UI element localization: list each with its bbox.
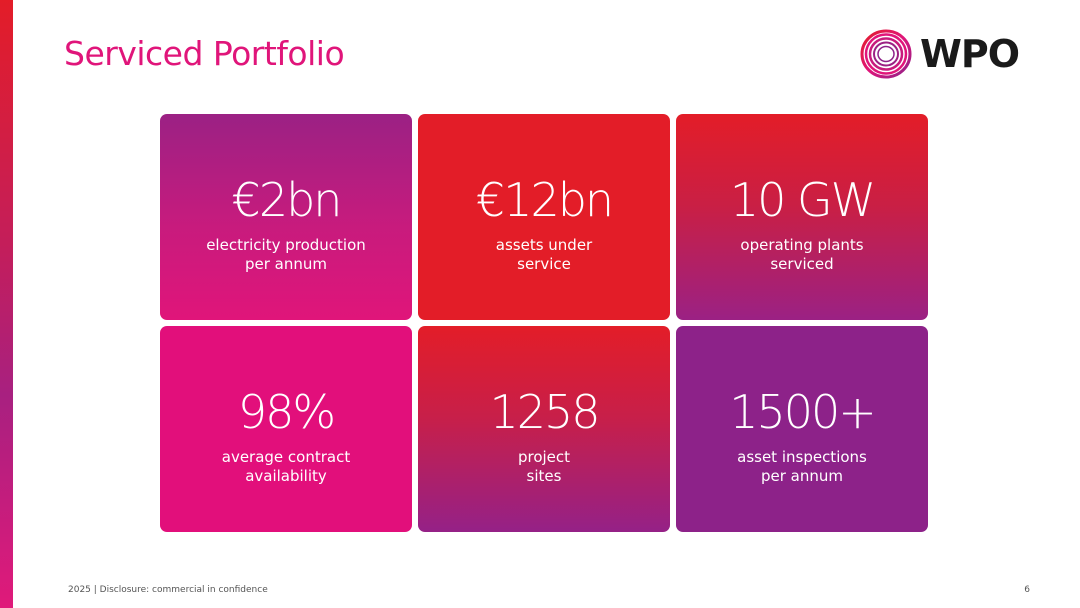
stat-description: operating plants serviced bbox=[676, 236, 928, 274]
stat-desc-line2: per annum bbox=[244, 255, 327, 273]
stat-tile-electricity: €2bn electricity production per annum bbox=[160, 114, 412, 320]
stats-grid: €2bn electricity production per annum €1… bbox=[160, 114, 928, 532]
wpo-ring-icon bbox=[860, 29, 912, 79]
stat-desc-line1: operating plants bbox=[740, 236, 864, 254]
stat-tile-plants: 10 GW operating plants serviced bbox=[676, 114, 928, 320]
stat-desc-line1: project bbox=[517, 448, 571, 466]
stat-desc-line2: service bbox=[517, 255, 571, 273]
stat-description: electricity production per annum bbox=[160, 236, 412, 274]
left-accent-bar bbox=[0, 0, 13, 608]
stat-tile-assets: €12bn assets under service bbox=[418, 114, 670, 320]
stat-tile-inspections: 1500+ asset inspections per annum bbox=[676, 326, 928, 532]
stat-description: asset inspections per annum bbox=[676, 448, 928, 486]
stat-desc-line2: availability bbox=[245, 467, 327, 485]
stat-tile-availability: 98% average contract availability bbox=[160, 326, 412, 532]
stat-desc-line1: electricity production bbox=[206, 236, 366, 254]
stat-value: 10 GW bbox=[729, 173, 876, 227]
stat-tile-sites: 1258 project sites bbox=[418, 326, 670, 532]
wpo-logo: WPO bbox=[858, 27, 1020, 81]
page-number: 6 bbox=[1024, 585, 1030, 595]
footer-disclosure: 2025 | Disclosure: commercial in confide… bbox=[68, 585, 268, 595]
stat-value: €12bn bbox=[475, 173, 614, 227]
stat-desc-line1: asset inspections bbox=[737, 448, 867, 466]
stat-value: 1500+ bbox=[729, 385, 877, 439]
stat-desc-line1: assets under bbox=[495, 236, 593, 254]
stat-value: 1258 bbox=[489, 385, 600, 439]
stat-description: average contract availability bbox=[160, 448, 412, 486]
stat-desc-line2: per annum bbox=[760, 467, 843, 485]
stat-value: €2bn bbox=[231, 173, 343, 227]
page-title: Serviced Portfolio bbox=[64, 34, 345, 73]
stat-desc-line1: average contract bbox=[221, 448, 351, 466]
stat-value: 98% bbox=[237, 385, 336, 439]
stat-description: assets under service bbox=[418, 236, 670, 274]
stat-desc-line2: serviced bbox=[770, 255, 834, 273]
logo-text: WPO bbox=[920, 32, 1020, 76]
stat-description: project sites bbox=[418, 448, 670, 486]
stat-desc-line2: sites bbox=[526, 467, 562, 485]
